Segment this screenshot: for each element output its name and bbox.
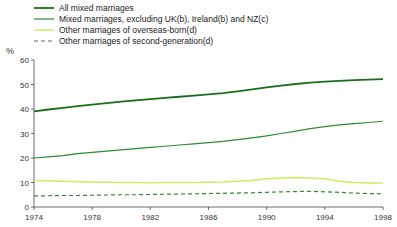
x-tick — [324, 207, 325, 210]
y-tick — [31, 84, 34, 85]
y-tick — [31, 182, 34, 183]
series-line — [34, 191, 383, 196]
y-axis-label: % — [6, 46, 14, 56]
chart: 0 10 20 30 40 50 60 1974 1978 1982 1986 1990 1994 199… — [0, 0, 397, 227]
x-tick-label: 1990 — [258, 213, 276, 222]
y-tick-label: 60 — [20, 56, 29, 65]
x-tick-label: 1982 — [141, 213, 159, 222]
lines — [34, 79, 383, 196]
x-tick-label: 1978 — [83, 213, 101, 222]
x-tick — [150, 207, 151, 210]
y-tick — [31, 109, 34, 110]
y-tick — [31, 133, 34, 134]
x-tick-label: 1974 — [25, 213, 43, 222]
x-tick-label: 1994 — [316, 213, 334, 222]
legend-swatch — [34, 29, 54, 31]
x-tick — [208, 207, 209, 210]
x-tick-label: 1986 — [200, 213, 218, 222]
legend-swatch — [34, 18, 54, 19]
legend-swatch — [34, 7, 54, 9]
legend-swatch — [34, 40, 54, 41]
legend-label: Mixed marriages, excluding UK(b), Irelan… — [59, 14, 268, 24]
series-line — [34, 121, 383, 158]
y-tick-label: 40 — [20, 105, 29, 114]
series-line — [34, 79, 383, 111]
y-tick-label: 30 — [20, 130, 29, 139]
y-tick — [31, 60, 34, 61]
x-tick-label: 1998 — [374, 213, 392, 222]
y-tick-label: 20 — [20, 154, 29, 163]
y-tick-label: 10 — [20, 179, 29, 188]
legend: All mixed marriagesMixed marriages, excl… — [34, 3, 268, 46]
legend-label: All mixed marriages — [59, 3, 134, 13]
y-tick — [31, 207, 34, 208]
series-line — [34, 178, 383, 183]
legend-label: Other marriages of second-generation(d) — [59, 36, 213, 46]
axes: 0 10 20 30 40 50 60 1974 1978 1982 1986 1990 1994 199… — [20, 56, 392, 222]
x-tick — [34, 207, 35, 210]
y-tick — [31, 158, 34, 159]
y-tick-label: 50 — [20, 81, 29, 90]
x-tick — [383, 207, 384, 210]
legend-label: Other marriages of overseas-born(d) — [59, 25, 197, 35]
x-tick — [92, 207, 93, 210]
y-tick-label: 0 — [25, 203, 30, 212]
x-tick — [266, 207, 267, 210]
